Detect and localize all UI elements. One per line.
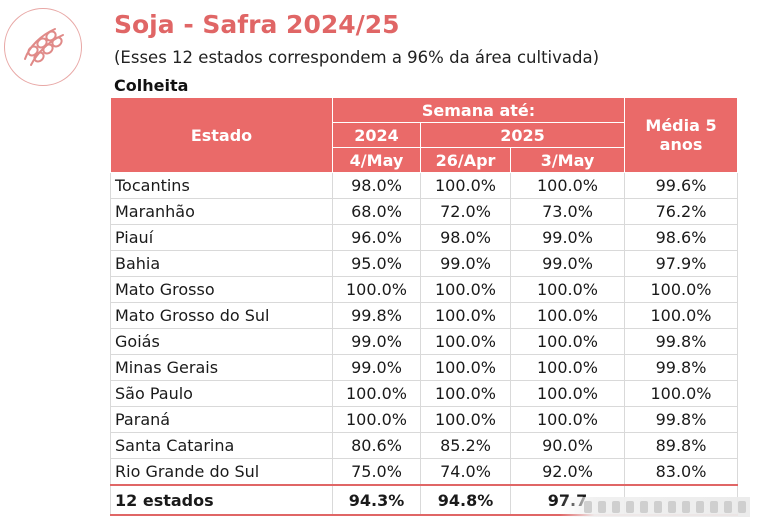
value-cell: 68.0%	[332, 198, 421, 225]
section-title: Colheita	[114, 76, 189, 95]
value-cell: 97.9%	[624, 250, 739, 277]
value-cell: 83.0%	[624, 458, 739, 486]
value-cell: 100.0%	[332, 276, 421, 303]
header-year-2025: 2025	[419, 122, 626, 148]
value-cell: 95.0%	[332, 250, 421, 277]
harvest-table: Estado Semana até: Média 5 anos 2024 202…	[110, 97, 739, 516]
value-cell: 100.0%	[624, 302, 739, 329]
value-cell: 75.0%	[332, 458, 421, 486]
state-cell: Minas Gerais	[110, 354, 333, 381]
table-row: Goiás 99.0% 100.0% 100.0% 99.8%	[110, 328, 739, 355]
value-cell: 74.0%	[420, 458, 511, 486]
value-cell: 73.0%	[509, 198, 626, 225]
value-cell: 100.0%	[509, 276, 626, 303]
value-cell: 100.0%	[509, 380, 626, 407]
value-cell: 100.0%	[420, 172, 511, 199]
value-cell: 100.0%	[420, 354, 511, 381]
value-cell: 99.8%	[624, 328, 739, 355]
table-row: Maranhão 68.0% 72.0% 73.0% 76.2%	[110, 198, 739, 225]
state-cell: Rio Grande do Sul	[110, 458, 333, 486]
table-row: Mato Grosso do Sul 99.8% 100.0% 100.0% 100.0…	[110, 302, 739, 329]
table-row: São Paulo 100.0% 100.0% 100.0% 100.0%	[110, 380, 739, 407]
table-row: Paraná 100.0% 100.0% 100.0% 99.8%	[110, 406, 739, 433]
table-row: Tocantins 98.0% 100.0% 100.0% 99.6%	[110, 172, 739, 199]
table-row: Minas Gerais 99.0% 100.0% 100.0% 99.8%	[110, 354, 739, 381]
state-cell: Mato Grosso	[110, 276, 333, 303]
value-cell: 100.0%	[509, 302, 626, 329]
header-date: 4/May	[332, 147, 421, 173]
state-cell: Goiás	[110, 328, 333, 355]
value-cell: 80.6%	[332, 432, 421, 459]
value-cell: 98.0%	[420, 224, 511, 251]
value-cell: 98.0%	[332, 172, 421, 199]
state-cell: Piauí	[110, 224, 333, 251]
value-cell: 100.0%	[509, 354, 626, 381]
value-cell: 96.0%	[332, 224, 421, 251]
total-label: 12 estados	[110, 484, 333, 516]
value-cell: 100.0%	[624, 380, 739, 407]
value-cell: 99.0%	[509, 250, 626, 277]
state-cell: Mato Grosso do Sul	[110, 302, 333, 329]
table-row: Mato Grosso 100.0% 100.0% 100.0% 100.0%	[110, 276, 739, 303]
value-cell: 99.8%	[624, 354, 739, 381]
table-row: Piauí 96.0% 98.0% 99.0% 98.6%	[110, 224, 739, 251]
value-cell: 100.0%	[420, 276, 511, 303]
value-cell: 76.2%	[624, 198, 739, 225]
header-estado: Estado	[110, 97, 333, 173]
value-cell: 100.0%	[420, 328, 511, 355]
state-cell: São Paulo	[110, 380, 333, 407]
value-cell: 72.0%	[420, 198, 511, 225]
value-cell: 100.0%	[509, 172, 626, 199]
header-year-2024: 2024	[332, 122, 421, 148]
value-cell: 99.0%	[332, 328, 421, 355]
page-subtitle: (Esses 12 estados correspondem a 96% da …	[114, 48, 600, 67]
value-cell: 85.2%	[420, 432, 511, 459]
soybean-logo	[4, 8, 82, 86]
table-row: Santa Catarina 80.6% 85.2% 90.0% 89.8%	[110, 432, 739, 459]
table-row: Bahia 95.0% 99.0% 99.0% 97.9%	[110, 250, 739, 277]
header-date: 26/Apr	[420, 147, 511, 173]
value-cell: 99.6%	[624, 172, 739, 199]
state-cell: Santa Catarina	[110, 432, 333, 459]
page-title: Soja - Safra 2024/25	[114, 10, 400, 39]
value-cell: 100.0%	[624, 276, 739, 303]
value-cell: 99.8%	[624, 406, 739, 433]
value-cell: 99.0%	[420, 250, 511, 277]
header-media: Média 5 anos	[624, 97, 739, 173]
value-cell: 99.0%	[332, 354, 421, 381]
total-value: 94.3%	[332, 484, 421, 516]
soybean-pod-icon	[24, 28, 64, 66]
value-cell: 100.0%	[509, 406, 626, 433]
value-cell: 90.0%	[509, 432, 626, 459]
value-cell: 92.0%	[509, 458, 626, 486]
value-cell: 89.8%	[624, 432, 739, 459]
state-cell: Bahia	[110, 250, 333, 277]
value-cell: 100.0%	[420, 380, 511, 407]
value-cell: 100.0%	[420, 406, 511, 433]
value-cell: 100.0%	[509, 328, 626, 355]
state-cell: Paraná	[110, 406, 333, 433]
value-cell: 99.0%	[509, 224, 626, 251]
state-cell: Maranhão	[110, 198, 333, 225]
value-cell: 98.6%	[624, 224, 739, 251]
state-cell: Tocantins	[110, 172, 333, 199]
value-cell: 99.8%	[332, 302, 421, 329]
total-value: 94.8%	[420, 484, 511, 516]
watermark-overlay	[560, 497, 750, 517]
value-cell: 100.0%	[420, 302, 511, 329]
table-row: Rio Grande do Sul 75.0% 74.0% 92.0% 83.0%	[110, 458, 739, 486]
header-date: 3/May	[509, 147, 626, 173]
value-cell: 100.0%	[332, 406, 421, 433]
header-semana: Semana até:	[331, 97, 626, 123]
value-cell: 100.0%	[332, 380, 421, 407]
